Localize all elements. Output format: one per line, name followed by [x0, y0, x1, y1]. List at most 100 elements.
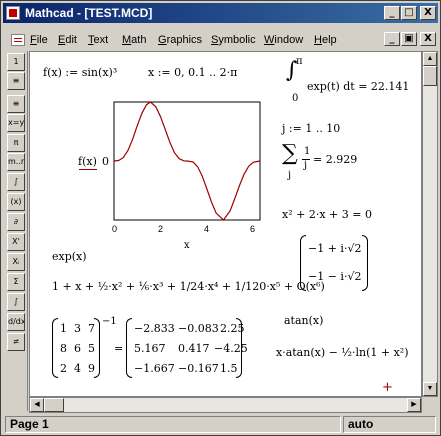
palette-button-10[interactable]: X': [7, 233, 25, 251]
matrix-rhs-r3c1: −1.667: [134, 362, 175, 375]
menu-graphics[interactable]: Graphics: [158, 34, 203, 46]
matrix-lhs-r1c3: 7: [88, 322, 95, 335]
matrix-rhs-r3c2: −0.167: [178, 362, 219, 375]
menu-text[interactable]: Text: [88, 34, 109, 46]
matrix-rhs-r3c3: 1.5: [220, 362, 238, 375]
integral-upper-limit: π: [296, 56, 303, 67]
matrix-lhs-r3c2: 4: [74, 362, 81, 375]
summation-result[interactable]: = 2.929: [313, 153, 358, 166]
matrix-lhs-r2c2: 6: [74, 342, 81, 355]
fraction-denominator: j: [304, 160, 308, 171]
palette-button-12[interactable]: Σ: [7, 273, 25, 291]
palette-button-13[interactable]: ∫: [7, 293, 25, 311]
palette-button-1[interactable]: 1: [7, 53, 25, 71]
root-1: −1 + i·√2: [308, 242, 362, 255]
matrix-lhs-r1c2: 3: [74, 322, 81, 335]
doc-minimize-button[interactable]: _: [384, 32, 400, 46]
palette-button-2[interactable]: ≡: [7, 72, 25, 90]
palette-button-8[interactable]: (x): [7, 193, 25, 211]
series-expansion[interactable]: 1 + x + ½·x² + ⅙·x³ + 1/24·x⁴ + 1/120·x⁵…: [52, 280, 325, 293]
matrix-lhs-r3c3: 9: [88, 362, 95, 375]
maximize-button[interactable]: □: [401, 6, 417, 20]
integral-expression[interactable]: exp(t) dt = 22.141: [307, 80, 410, 93]
matrix-lhs-right-bracket: [94, 318, 100, 378]
scroll-left-button[interactable]: ◀: [30, 398, 44, 412]
vertical-scrollbar[interactable]: ▲ ▼: [422, 51, 438, 397]
palette-button-11[interactable]: Xᵢ: [7, 253, 25, 271]
worksheet[interactable]: f(x) := sin(x)³ x := 0, 0.1 .. 2·π ∫ π 0…: [29, 51, 422, 397]
menu-symbolic[interactable]: Symbolic: [211, 34, 256, 46]
scroll-up-button[interactable]: ▲: [423, 52, 437, 66]
palette-button-5[interactable]: π: [7, 134, 25, 152]
x-tick-6: 6: [250, 224, 256, 234]
atan-label[interactable]: atan(x): [284, 314, 324, 327]
palette-button-6[interactable]: m..n: [7, 153, 25, 171]
math-palette: 1 ≡ ≡ x=y π m..n ∫ (x) ∂ X' Xᵢ Σ ∫ d/dx …: [5, 51, 28, 411]
horizontal-scroll-thumb[interactable]: [44, 398, 64, 412]
series-line: [113, 101, 261, 221]
x-tick-4: 4: [204, 224, 210, 234]
palette-button-15[interactable]: ≠: [7, 333, 25, 351]
matrix-inverse-exponent: −1: [102, 316, 117, 327]
summation-index: j: [288, 170, 292, 181]
doc-restore-button[interactable]: ▣: [401, 32, 417, 46]
menu-file[interactable]: File: [30, 34, 48, 46]
plot-y-tick-label: 0: [102, 155, 109, 168]
range-variable-j[interactable]: j := 1 .. 10: [282, 122, 341, 135]
root-2: −1 − i·√2: [308, 270, 362, 283]
menu-edit[interactable]: Edit: [58, 34, 77, 46]
scroll-down-button[interactable]: ▼: [423, 382, 437, 396]
plot-svg: [113, 101, 261, 221]
exp-label[interactable]: exp(x): [52, 250, 87, 263]
menu-window[interactable]: Window: [264, 34, 304, 46]
x-tick-0: 0: [112, 224, 118, 234]
roots-left-bracket: [300, 235, 306, 291]
palette-button-9[interactable]: ∂: [7, 213, 25, 231]
matrix-rhs-r1c1: −2.833: [134, 322, 175, 335]
document-icon[interactable]: [11, 34, 25, 46]
matrix-rhs-r1c2: −0.083: [178, 322, 219, 335]
plot-region[interactable]: f(x) 0 0 2 4 6 x: [74, 92, 264, 252]
palette-button-4[interactable]: x=y: [7, 114, 25, 132]
atan-integral-result[interactable]: x·atan(x) − ½·ln(1 + x²): [276, 346, 409, 359]
quadratic-equation[interactable]: x² + 2·x + 3 = 0: [282, 208, 372, 221]
doc-close-button[interactable]: X: [420, 32, 436, 46]
scroll-right-button[interactable]: ▶: [407, 398, 421, 412]
summation-sign: ∑: [282, 141, 298, 166]
horizontal-scrollbar[interactable]: ◀ ▶: [29, 397, 422, 413]
plot-ylabel: f(x): [78, 155, 97, 168]
status-mode: auto: [343, 416, 436, 433]
matrix-rhs-r2c3: −4.25: [214, 342, 248, 355]
window-title: Mathcad - [TEST.MCD]: [25, 6, 153, 20]
matrix-lhs-left-bracket: [52, 318, 58, 378]
matrix-rhs-right-bracket: [236, 318, 242, 378]
plot-xlabel: x: [184, 240, 190, 251]
plot-legend-line: [79, 169, 97, 170]
matrix-lhs-r2c3: 5: [88, 342, 95, 355]
crosshair-cursor: +: [382, 380, 393, 395]
palette-button-7[interactable]: ∫: [7, 173, 25, 191]
menu-math[interactable]: Math: [122, 34, 147, 46]
function-definition[interactable]: f(x) := sin(x)³: [43, 66, 118, 79]
status-page: Page 1: [5, 416, 341, 433]
integral-sign: ∫: [286, 58, 298, 83]
matrix-equals: =: [114, 342, 124, 355]
matrix-lhs-r3c1: 2: [60, 362, 67, 375]
integral-lower-limit: 0: [292, 93, 299, 104]
palette-button-3[interactable]: ≡: [7, 95, 25, 113]
range-variable-x[interactable]: x := 0, 0.1 .. 2·π: [148, 66, 238, 79]
close-button[interactable]: X: [420, 6, 436, 20]
status-bar: Page 1 auto: [3, 415, 438, 435]
menu-help[interactable]: Help: [314, 34, 337, 46]
minimize-button[interactable]: _: [384, 6, 400, 20]
matrix-rhs-left-bracket: [126, 318, 132, 378]
matrix-lhs-r1c1: 1: [60, 322, 67, 335]
palette-button-14[interactable]: d/dx: [7, 313, 25, 331]
matrix-rhs-r1c3: 2.25: [220, 322, 245, 335]
mathcad-app-icon[interactable]: [6, 6, 20, 20]
title-bar[interactable]: Mathcad - [TEST.MCD] _ □ X: [3, 3, 438, 23]
vertical-scroll-thumb[interactable]: [423, 66, 437, 86]
fraction-numerator: 1: [304, 146, 311, 157]
roots-right-bracket: [362, 235, 368, 291]
